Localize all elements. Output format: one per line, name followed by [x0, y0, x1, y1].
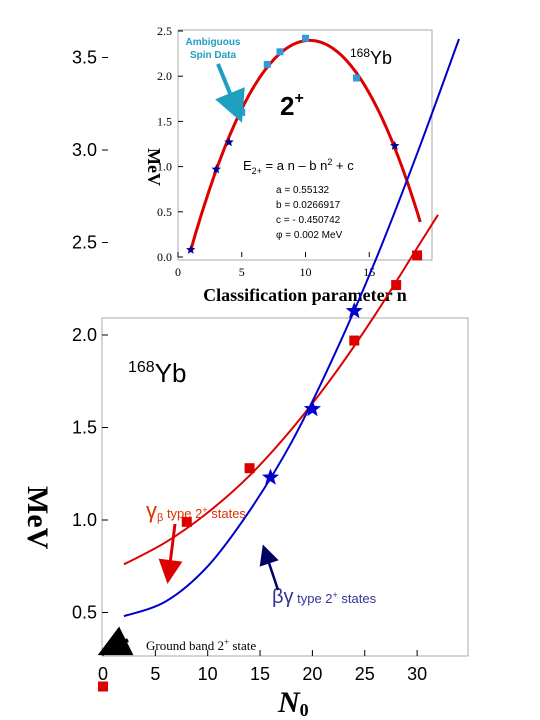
bottom-chart: 0 5 10 15 20 25 300.51.01.52.02.53.03.5 MeV N0… — [21, 38, 469, 720]
top-square-point — [302, 34, 309, 42]
eq-right: + c — [332, 158, 354, 173]
param-c: c = - 0.450742 — [276, 215, 341, 226]
top-x-tick-label: 0 — [175, 265, 181, 279]
top-y-tick-label: 0.0 — [157, 250, 172, 264]
gamma-square-point — [244, 463, 255, 474]
top-star-point — [224, 137, 234, 147]
top-y-tick-label: 2.0 — [157, 69, 172, 83]
param-phi: φ = 0.002 MeV — [276, 230, 343, 241]
gamma-sub: β — [157, 512, 163, 524]
ground-arrow — [97, 626, 134, 656]
bottom-x-tick-label: 25 — [355, 664, 375, 684]
beta-series-label: βγ type 2+ states — [272, 586, 377, 608]
bottom-ylabel: MeV — [21, 486, 54, 550]
bottom-y-tick-label: 3.0 — [72, 140, 97, 160]
top-ylabel: MeV — [144, 148, 164, 186]
bottom-x-tick-label: 0 — [98, 664, 108, 684]
eq-left: E — [243, 158, 252, 173]
bottom-nucleus-mass: 168 — [128, 359, 155, 376]
beta-symbol: βγ — [272, 586, 294, 608]
top-y-tick-label: 0.5 — [157, 205, 172, 219]
gamma-square-point — [391, 280, 402, 291]
bottom-y-tick-label: 0.5 — [72, 603, 97, 623]
gamma-square-point — [412, 250, 423, 261]
top-state-label: 2+ — [280, 90, 304, 121]
top-y-tick-label: 2.5 — [157, 24, 172, 38]
top-y-tick-label: 1.5 — [157, 114, 172, 128]
eq-sub: 2+ — [252, 166, 262, 176]
top-state-sup: + — [294, 90, 303, 107]
bottom-x-tick-label: 20 — [302, 664, 322, 684]
bottom-y-tick-label: 3.5 — [72, 48, 97, 68]
fit-equation: E2+ = a n – b n2 + c — [243, 157, 354, 176]
bottom-plot-frame — [101, 317, 469, 657]
bottom-nucleus-symbol: Yb — [155, 358, 187, 388]
top-square-point — [263, 60, 271, 68]
bottom-x-tick-label: 10 — [198, 664, 218, 684]
bottom-xlabel: N0 — [277, 686, 309, 720]
top-square-point — [276, 48, 284, 56]
top-star-point — [186, 244, 196, 254]
top-nucleus-mass: 168 — [350, 46, 370, 60]
eq-sup: 2 — [327, 157, 332, 167]
annotation-arrow — [215, 63, 245, 123]
top-y-tick-label: 1.0 — [157, 160, 172, 174]
bottom-y-tick-label: 1.5 — [72, 418, 97, 438]
bottom-y-tick-label: 1.0 — [72, 510, 97, 530]
bottom-xlabel-main: N — [277, 686, 301, 719]
bottom-nucleus-label: 168Yb — [128, 358, 187, 388]
gamma-symbol: γ — [146, 498, 157, 523]
gamma-square-point — [181, 516, 192, 527]
top-square-point — [238, 108, 246, 116]
param-a: a = 0.55132 — [276, 185, 330, 196]
eq-mid: = a n – b n — [262, 158, 327, 173]
gamma-series-label: γβ type 2+ states — [146, 498, 246, 524]
annotation-line2: Spin Data — [190, 50, 237, 61]
top-state-main: 2 — [280, 91, 294, 121]
gamma-tail: states — [208, 506, 247, 521]
top-tick-group: 0 5 10 150.00.51.01.52.02.5 — [157, 24, 375, 279]
top-nucleus-symbol: Yb — [370, 48, 392, 68]
beta-star-point — [303, 400, 321, 417]
bottom-marks-group — [98, 250, 423, 692]
gamma-square-point — [349, 335, 360, 346]
ground-sup: + — [224, 637, 229, 647]
gamma-text: type 2 — [163, 506, 202, 521]
top-x-tick-label: 10 — [300, 265, 312, 279]
beta-curve — [123, 38, 460, 618]
gamma-sup: + — [202, 505, 207, 515]
beta-star-point — [345, 302, 363, 319]
bottom-y-tick-label: 2.0 — [72, 325, 97, 345]
beta-arrow — [259, 544, 280, 591]
annotation-line1: Ambiguous — [186, 37, 241, 48]
top-x-tick-label: 5 — [239, 265, 245, 279]
top-nucleus-label: 168Yb — [350, 46, 392, 68]
ground-tail: state — [229, 638, 256, 653]
gamma-arrow — [158, 523, 183, 584]
top-star-point — [390, 140, 400, 150]
beta-tail: states — [338, 591, 377, 606]
bottom-tick-group: 0 5 10 15 20 25 300.51.01.52.02.53.03.5 — [72, 48, 427, 685]
bottom-xlabel-sub: 0 — [300, 700, 309, 720]
top-xlabel: Classification parameter n — [203, 285, 407, 305]
top-square-point — [353, 74, 360, 82]
top-plot-frame — [177, 29, 433, 261]
ground-text: Ground band 2 — [146, 638, 224, 653]
gamma-curve — [123, 214, 439, 566]
ground-state-point — [98, 681, 108, 692]
beta-star-point — [262, 468, 280, 485]
bottom-y-tick-label: 2.5 — [72, 233, 97, 253]
bottom-x-tick-label: 5 — [150, 664, 160, 684]
bottom-x-tick-label: 15 — [250, 664, 270, 684]
beta-text: type 2 — [294, 591, 333, 606]
top-chart: 0 5 10 150.00.51.01.52.02.5 MeV Classificat… — [144, 24, 433, 305]
param-b: b = 0.0266917 — [276, 200, 341, 211]
bottom-x-tick-label: 30 — [407, 664, 427, 684]
top-star-point — [211, 164, 221, 174]
beta-sup: + — [333, 590, 338, 600]
ground-label: Ground band 2+ state — [146, 637, 256, 653]
